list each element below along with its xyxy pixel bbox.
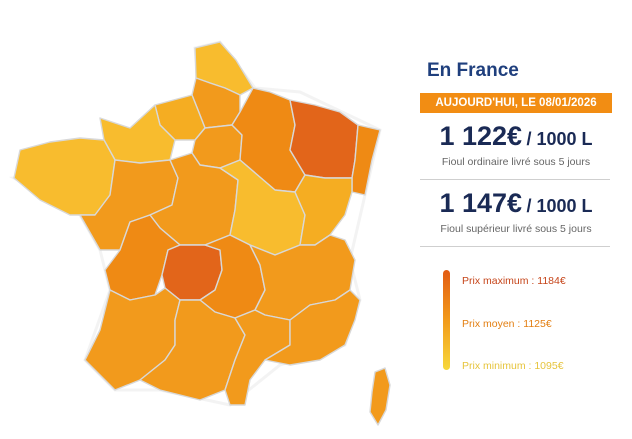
legend-avg-label: Prix moyen : 1125€ [462,318,552,330]
ordinary-unit: / 1000 L [526,129,593,149]
superior-price-block: 1 147€ / 1000 L Fioul supérieur livré so… [420,188,612,235]
divider [420,246,610,247]
price-panel: En France AUJOURD'HUI, LE 08/01/2026 1 1… [420,60,620,247]
region-languedoc-roussillon[interactable] [224,309,291,406]
region-paca[interactable] [264,289,361,366]
legend-max-label: Prix maximum : 1184€ [462,275,566,287]
superior-price: 1 147€ [439,188,523,218]
region-corse[interactable] [369,367,391,426]
region-midi-pyrenees[interactable] [139,299,246,401]
date-banner: AUJOURD'HUI, LE 08/01/2026 [420,93,612,113]
france-price-map [8,40,391,426]
ordinary-price-block: 1 122€ / 1000 L Fioul ordinaire livré so… [420,121,612,168]
region-lorraine[interactable] [289,99,359,179]
panel-title: En France [427,60,519,81]
ordinary-price: 1 122€ [439,121,523,151]
superior-caption: Fioul supérieur livré sous 5 jours [440,223,592,235]
price-legend: Prix maximum : 1184€ Prix moyen : 1125€ … [443,270,632,375]
region-bretagne[interactable] [13,137,116,216]
divider [420,179,610,180]
legend-min-label: Prix minimum : 1095€ [462,360,564,372]
france-map-svg [8,40,391,426]
ordinary-caption: Fioul ordinaire livré sous 5 jours [441,156,591,168]
region-franche-comte[interactable] [294,174,353,246]
region-alsace[interactable] [351,124,381,196]
superior-unit: / 1000 L [526,196,593,216]
legend-gradient-bar [443,270,450,370]
